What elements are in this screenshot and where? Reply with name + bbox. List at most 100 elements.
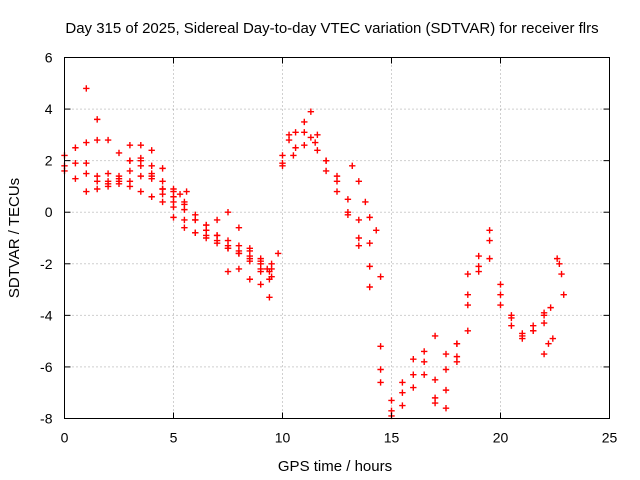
data-point <box>558 270 565 278</box>
series-track-6 <box>126 141 273 301</box>
data-point <box>355 234 362 242</box>
data-point <box>192 216 199 224</box>
data-point <box>421 348 428 355</box>
data-point <box>126 141 134 149</box>
data-point <box>137 141 144 149</box>
data-point <box>159 190 166 198</box>
data-point <box>307 108 315 115</box>
data-point <box>333 188 341 195</box>
data-point <box>181 224 188 231</box>
data-point <box>235 265 243 273</box>
data-point <box>148 162 155 169</box>
data-point <box>545 340 552 347</box>
data-point <box>355 216 362 224</box>
series-track-7 <box>203 209 271 273</box>
data-point <box>148 175 155 182</box>
y-tick-label: -8 <box>40 411 53 427</box>
x-tick-label: 5 <box>170 430 178 446</box>
data-point <box>344 196 352 203</box>
y-tick-label: 2 <box>45 153 53 169</box>
data-point <box>224 209 232 216</box>
data-point <box>290 152 297 159</box>
x-tick-label: 10 <box>275 430 291 446</box>
data-point <box>307 134 315 141</box>
data-point <box>442 366 450 373</box>
data-point <box>181 216 188 224</box>
data-point <box>355 178 362 185</box>
data-point <box>556 260 563 267</box>
data-point <box>159 165 166 172</box>
data-point <box>235 242 243 249</box>
series-track-11 <box>279 129 548 420</box>
data-point <box>486 237 493 244</box>
data-point <box>519 330 526 337</box>
data-point <box>181 198 188 206</box>
data-point <box>530 327 537 335</box>
data-point <box>170 185 177 193</box>
data-point <box>366 214 373 221</box>
data-point <box>366 239 373 247</box>
data-points <box>61 85 567 420</box>
series-track-8 <box>224 265 273 288</box>
data-point <box>312 139 319 146</box>
data-point <box>421 371 428 378</box>
data-point <box>497 301 504 309</box>
data-point <box>464 327 471 335</box>
data-point <box>442 404 450 412</box>
data-point <box>137 188 144 195</box>
data-point <box>115 149 123 157</box>
data-point <box>203 221 210 229</box>
data-point <box>246 255 253 262</box>
data-point <box>322 167 330 175</box>
data-point <box>279 152 286 159</box>
data-point <box>170 203 177 211</box>
data-point <box>301 141 308 149</box>
series-track-2 <box>61 147 275 273</box>
data-point <box>314 131 321 139</box>
x-axis-ticks: 0 5 10 15 20 25 <box>61 57 617 446</box>
data-point <box>94 136 101 144</box>
series-track-3 <box>61 167 275 280</box>
data-point <box>268 260 275 267</box>
data-point <box>83 188 90 195</box>
data-point <box>148 147 155 154</box>
data-point <box>72 160 79 167</box>
plot-frame <box>64 57 610 419</box>
data-point <box>344 211 352 218</box>
data-point <box>183 188 190 195</box>
series-track-10 <box>279 108 554 414</box>
data-point <box>497 291 504 298</box>
data-point <box>301 118 308 126</box>
data-point <box>355 242 362 249</box>
data-point <box>292 144 299 151</box>
data-point <box>148 193 155 200</box>
data-point <box>213 216 221 224</box>
y-tick-label: -4 <box>40 307 53 323</box>
data-point <box>453 340 461 347</box>
data-point <box>235 224 243 231</box>
series-track-9 <box>268 129 548 404</box>
y-axis-ticks: -8 -6 -4 -2 0 2 4 6 <box>40 50 610 427</box>
data-point <box>83 139 90 146</box>
data-point <box>508 322 515 329</box>
data-point <box>94 172 101 180</box>
data-point <box>362 198 369 206</box>
data-point <box>431 376 439 384</box>
data-point <box>94 185 101 193</box>
data-point <box>497 281 504 288</box>
data-point <box>181 206 188 213</box>
data-point <box>266 294 273 301</box>
data-point <box>508 312 515 319</box>
y-tick-label: 6 <box>45 50 53 66</box>
data-point <box>322 157 330 164</box>
data-point <box>377 343 384 350</box>
y-tick-label: 4 <box>45 101 53 117</box>
data-point <box>547 304 554 311</box>
data-point <box>72 144 79 151</box>
data-point <box>475 263 482 270</box>
chart-title: Day 315 of 2025, Sidereal Day-to-day VTE… <box>65 20 598 37</box>
data-point <box>94 116 101 123</box>
data-point <box>486 255 493 262</box>
data-point <box>377 379 384 386</box>
